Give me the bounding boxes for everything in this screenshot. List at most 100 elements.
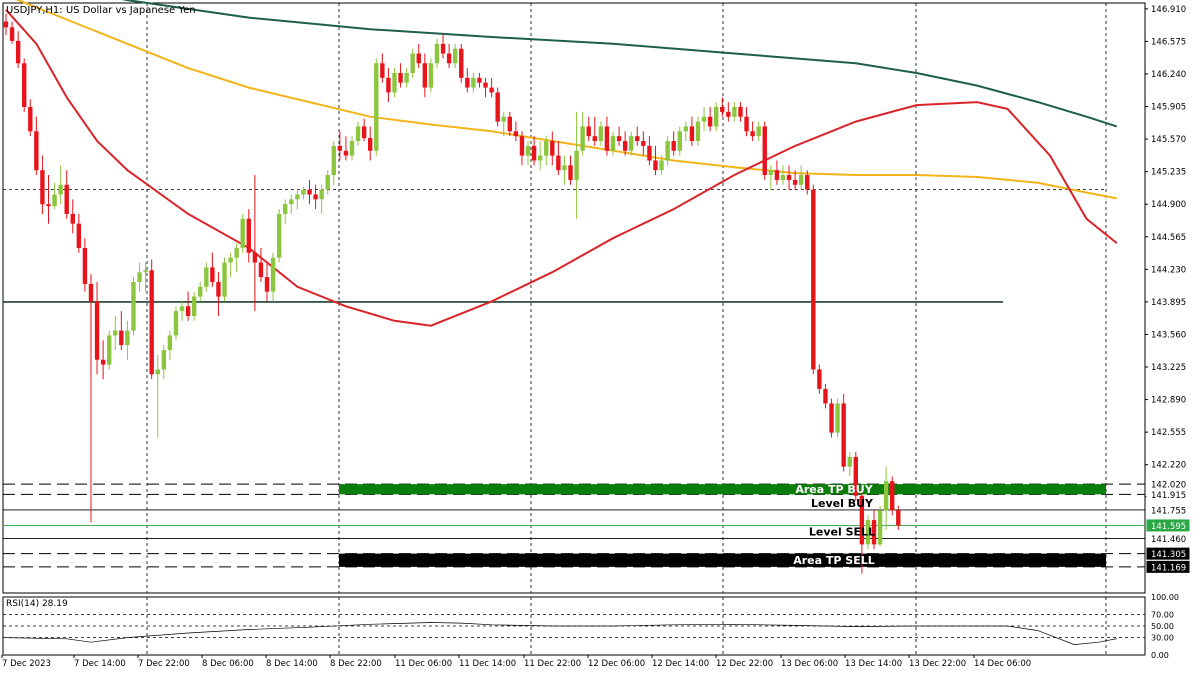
candle	[258, 247, 264, 282]
candle-body	[823, 388, 828, 404]
main-plot-frame	[2, 2, 1146, 594]
candle-body	[258, 262, 264, 278]
candle-body	[46, 204, 51, 207]
candlesticks	[3, 13, 901, 574]
price-tag: 141.305	[1146, 547, 1190, 560]
candle	[525, 141, 531, 166]
candle	[459, 43, 464, 83]
candle	[452, 43, 458, 69]
price-tag-bg	[1146, 503, 1190, 516]
price-tag-label: 142.020	[1151, 481, 1186, 491]
candle-body	[805, 175, 810, 190]
price-tag: 141.460	[1146, 532, 1190, 545]
candle-body	[501, 116, 506, 122]
candle-body	[865, 520, 871, 545]
candle-body	[3, 21, 9, 28]
rsi-line	[5, 622, 1117, 645]
candle-body	[835, 403, 840, 433]
candle-body	[720, 107, 725, 112]
price-tick-label: 143.895	[1151, 298, 1186, 308]
candle	[495, 87, 500, 127]
candle	[829, 398, 834, 438]
level-label: Level SELL	[809, 526, 875, 539]
price-tick-label: 144.230	[1151, 265, 1186, 275]
candle-body	[143, 270, 148, 273]
candle	[877, 505, 883, 547]
candle	[222, 257, 227, 302]
candle	[513, 121, 519, 142]
candle	[337, 131, 343, 161]
candle	[750, 121, 755, 142]
candle	[792, 170, 798, 190]
candle	[756, 121, 761, 142]
candle	[550, 131, 555, 166]
time-tick-label: 12 Dec 22:00	[716, 659, 773, 669]
candle-body	[22, 63, 27, 108]
candle	[501, 111, 506, 137]
candle-body	[829, 403, 834, 433]
candle	[52, 182, 57, 210]
candle-body	[883, 481, 889, 511]
candle-body	[94, 301, 100, 360]
candle-body	[416, 53, 421, 64]
price-tick-label: 146.240	[1151, 70, 1186, 80]
candle-body	[459, 48, 464, 78]
candle-body	[537, 155, 543, 161]
candle	[307, 179, 312, 205]
candle	[3, 13, 9, 36]
candle	[841, 393, 846, 472]
candle-body	[307, 189, 312, 195]
grid	[2, 2, 1146, 655]
candle	[355, 121, 361, 146]
price-tick-label: 144.565	[1151, 233, 1186, 243]
candle-body	[574, 150, 579, 180]
candle-body	[786, 175, 792, 180]
candle	[695, 116, 701, 146]
rsi-label: RSI(14) 28.19	[6, 599, 68, 609]
candle-body	[610, 136, 616, 151]
candle-body	[780, 175, 786, 180]
candle	[537, 141, 543, 171]
candle	[586, 116, 591, 142]
candle-body	[137, 272, 142, 282]
candle	[647, 136, 652, 166]
candle	[313, 184, 318, 210]
candle-body	[683, 126, 689, 132]
candle-body	[64, 184, 69, 214]
candle	[185, 291, 191, 321]
candle	[428, 58, 434, 93]
price-tag-label: 141.169	[1151, 563, 1186, 573]
price-tag: 141.755	[1146, 503, 1190, 516]
candle	[622, 131, 628, 156]
candle-body	[762, 126, 767, 176]
candle	[179, 301, 185, 321]
rsi-tick-label: 30.00	[1151, 634, 1174, 643]
candle-body	[550, 141, 555, 156]
rsi-tick-label: 50.00	[1151, 622, 1174, 631]
rsi-tick-label: 0.00	[1151, 651, 1169, 660]
price-tag-bg	[1146, 488, 1190, 501]
candle-body	[896, 510, 901, 526]
candle	[683, 121, 689, 142]
candle	[507, 111, 513, 137]
candle-body	[404, 72, 409, 83]
candle-body	[264, 277, 270, 292]
candle-body	[204, 267, 209, 287]
candle-body	[410, 53, 415, 73]
candle	[465, 68, 470, 93]
candle-body	[641, 141, 646, 146]
price-tick-label: 144.900	[1151, 200, 1186, 210]
candle-body	[635, 136, 640, 142]
candle-body	[653, 160, 658, 171]
candle-body	[440, 43, 446, 54]
candle	[604, 116, 610, 156]
candle	[720, 97, 725, 117]
candle-body	[756, 126, 761, 137]
price-tag-label: 141.755	[1151, 506, 1186, 516]
candle	[732, 102, 737, 122]
candle-body	[434, 43, 440, 64]
candle	[616, 126, 622, 146]
candle	[216, 272, 221, 316]
candle-body	[847, 456, 852, 467]
price-tag-bg	[1146, 532, 1190, 545]
